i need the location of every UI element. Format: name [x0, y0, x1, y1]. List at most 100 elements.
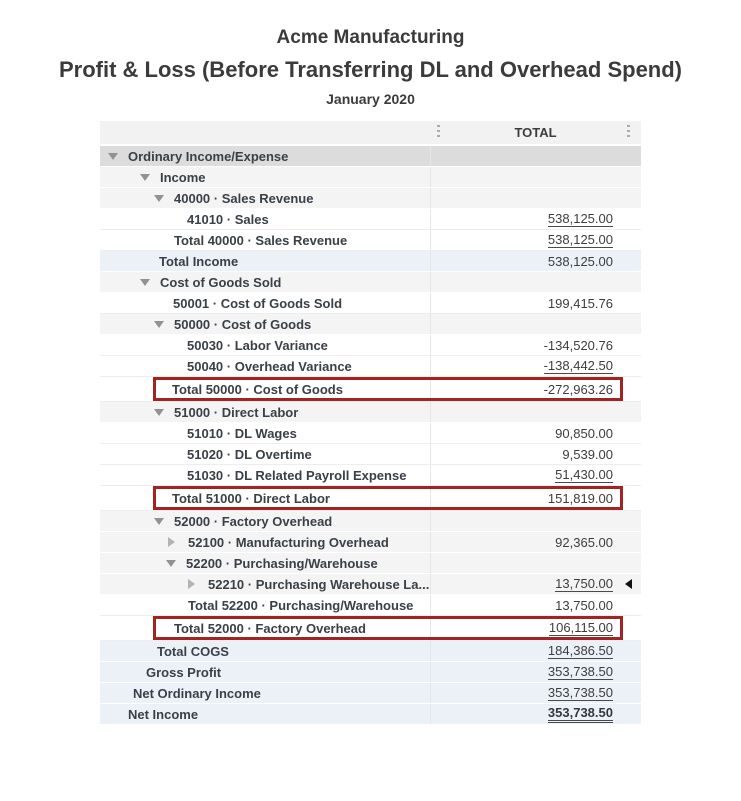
- row-value[interactable]: 51,430.00: [555, 467, 613, 483]
- row-value[interactable]: 199,415.76: [547, 295, 613, 311]
- collapse-toggle-icon[interactable]: [154, 517, 164, 525]
- row-label: 50000 · Cost of Goods: [174, 316, 312, 332]
- table-row[interactable]: Net Ordinary Income 353,738.50: [100, 683, 641, 704]
- table-row-highlighted[interactable]: Total 51000 · Direct Labor 151,819.00: [100, 486, 641, 511]
- table-row[interactable]: 51030 · DL Related Payroll Expense 51,430…: [100, 465, 641, 486]
- row-value[interactable]: 151,819.00: [547, 490, 613, 506]
- table-row-highlighted[interactable]: Total 52000 · Factory Overhead 106,115.00: [100, 616, 641, 641]
- table-row[interactable]: 51000 · Direct Labor: [100, 402, 641, 423]
- collapse-toggle-icon[interactable]: [154, 320, 164, 328]
- row-value[interactable]: 538,125.00: [547, 211, 613, 227]
- row-value-cell: 90,850.00: [430, 423, 641, 443]
- collapse-toggle-icon[interactable]: [154, 408, 164, 416]
- row-value[interactable]: 13,750.00: [555, 576, 613, 592]
- table-row[interactable]: 52100 · Manufacturing Overhead 92,365.00: [100, 532, 641, 553]
- table-row[interactable]: 51020 · DL Overtime 9,539.00: [100, 444, 641, 465]
- collapse-toggle-icon[interactable]: [166, 559, 176, 567]
- table-row[interactable]: Total 40000 · Sales Revenue 538,125.00: [100, 230, 641, 251]
- row-label-cell: Total COGS: [100, 644, 430, 659]
- table-row[interactable]: Total Income 538,125.00: [100, 251, 641, 272]
- row-label: Total 51000 · Direct Labor: [172, 490, 330, 506]
- table-row[interactable]: Total 52200 · Purchasing/Warehouse 13,750…: [100, 595, 641, 616]
- expand-toggle-icon[interactable]: [168, 537, 175, 547]
- row-label: 50030 · Labor Variance: [187, 337, 328, 353]
- row-label-cell: Total 52000 · Factory Overhead: [100, 621, 430, 636]
- row-value[interactable]: -134,520.76: [543, 337, 613, 353]
- report-period: January 2020: [326, 91, 415, 107]
- row-label-cell: 50030 · Labor Variance: [100, 338, 430, 353]
- collapse-toggle-icon[interactable]: [140, 173, 150, 181]
- table-row[interactable]: 41010 · Sales 538,125.00: [100, 209, 641, 230]
- row-label-cell: Total Income: [100, 254, 430, 269]
- row-value[interactable]: 92,365.00: [555, 534, 613, 550]
- row-label: 51010 · DL Wages: [187, 425, 297, 441]
- row-label-cell: 52210 · Purchasing Warehouse La...: [100, 577, 430, 592]
- row-value-cell: 353,738.50: [430, 662, 641, 682]
- table-row-highlighted[interactable]: Total 50000 · Cost of Goods -272,963.26: [100, 377, 641, 402]
- table-row[interactable]: 40000 · Sales Revenue: [100, 188, 641, 209]
- row-value-cell: [430, 553, 641, 573]
- row-label-cell: 50001 · Cost of Goods Sold: [100, 296, 430, 311]
- row-value-cell: [430, 511, 641, 531]
- row-value-cell: 353,738.50: [430, 704, 641, 724]
- row-label: Total 52200 · Purchasing/Warehouse: [188, 597, 414, 613]
- row-label: 51030 · DL Related Payroll Expense: [187, 467, 407, 483]
- expand-toggle-icon[interactable]: [188, 579, 195, 589]
- row-value[interactable]: 106,115.00: [548, 620, 613, 636]
- row-value[interactable]: 13,750.00: [555, 597, 613, 613]
- row-label-cell: 51020 · DL Overtime: [100, 447, 430, 462]
- row-label: Total 40000 · Sales Revenue: [174, 232, 348, 248]
- table-row[interactable]: 52200 · Purchasing/Warehouse: [100, 553, 641, 574]
- collapse-toggle-icon[interactable]: [140, 278, 150, 286]
- row-value-cell: [430, 272, 641, 292]
- row-value[interactable]: 9,539.00: [562, 446, 613, 462]
- table-row[interactable]: 52000 · Factory Overhead: [100, 511, 641, 532]
- row-label-cell: Total 51000 · Direct Labor: [100, 491, 430, 506]
- collapse-toggle-icon[interactable]: [108, 152, 118, 160]
- row-value[interactable]: 184,386.50: [547, 643, 613, 659]
- row-label-cell: Ordinary Income/Expense: [100, 149, 430, 164]
- row-label: 52100 · Manufacturing Overhead: [188, 534, 389, 550]
- row-value[interactable]: 538,125.00: [547, 232, 613, 248]
- table-row[interactable]: 50001 · Cost of Goods Sold 199,415.76: [100, 293, 641, 314]
- table-row[interactable]: Total COGS 184,386.50: [100, 641, 641, 662]
- row-value[interactable]: 538,125.00: [547, 253, 613, 269]
- table-row[interactable]: Cost of Goods Sold: [100, 272, 641, 293]
- row-label: 52000 · Factory Overhead: [174, 513, 333, 529]
- collapse-toggle-icon[interactable]: [154, 194, 164, 202]
- row-value-cell: -272,963.26: [430, 377, 641, 401]
- row-value[interactable]: -272,963.26: [543, 381, 613, 397]
- table-row[interactable]: 50030 · Labor Variance -134,520.76: [100, 335, 641, 356]
- table-row[interactable]: Income: [100, 167, 641, 188]
- row-label-cell: Total 40000 · Sales Revenue: [100, 233, 430, 248]
- table-row[interactable]: Ordinary Income/Expense: [100, 146, 641, 167]
- row-value-cell: 9,539.00: [430, 444, 641, 464]
- row-value[interactable]: 353,738.50: [547, 685, 613, 701]
- row-value-cell: -134,520.76: [430, 335, 641, 355]
- table-row[interactable]: 52210 · Purchasing Warehouse La... 13,750…: [100, 574, 641, 595]
- total-column-header-cell: TOTAL: [430, 121, 641, 144]
- row-value[interactable]: 353,738.50: [547, 664, 613, 680]
- total-column-header: TOTAL: [514, 125, 557, 140]
- row-label-cell: 50000 · Cost of Goods: [100, 317, 430, 332]
- row-value[interactable]: 353,738.50: [547, 705, 613, 723]
- row-label: 50040 · Overhead Variance: [187, 358, 352, 374]
- column-resize-handle-icon[interactable]: [437, 125, 440, 140]
- row-value-cell: [430, 314, 641, 334]
- table-row[interactable]: 50000 · Cost of Goods: [100, 314, 641, 335]
- row-value-cell: 51,430.00: [430, 465, 641, 485]
- column-resize-handle-icon[interactable]: [627, 125, 630, 140]
- row-value-cell: [430, 146, 641, 166]
- row-value-cell: [430, 167, 641, 187]
- table-row[interactable]: 50040 · Overhead Variance -138,442.50: [100, 356, 641, 377]
- row-value[interactable]: -138,442.50: [543, 358, 613, 374]
- table-row[interactable]: Net Income 353,738.50: [100, 704, 641, 725]
- row-label-cell: Cost of Goods Sold: [100, 275, 430, 290]
- row-value[interactable]: 90,850.00: [555, 425, 613, 441]
- row-label: Cost of Goods Sold: [160, 274, 282, 290]
- row-label: 50001 · Cost of Goods Sold: [173, 295, 343, 311]
- row-label-cell: 51030 · DL Related Payroll Expense: [100, 468, 430, 483]
- row-label: Total 50000 · Cost of Goods: [172, 381, 343, 397]
- table-row[interactable]: Gross Profit 353,738.50: [100, 662, 641, 683]
- table-row[interactable]: 51010 · DL Wages 90,850.00: [100, 423, 641, 444]
